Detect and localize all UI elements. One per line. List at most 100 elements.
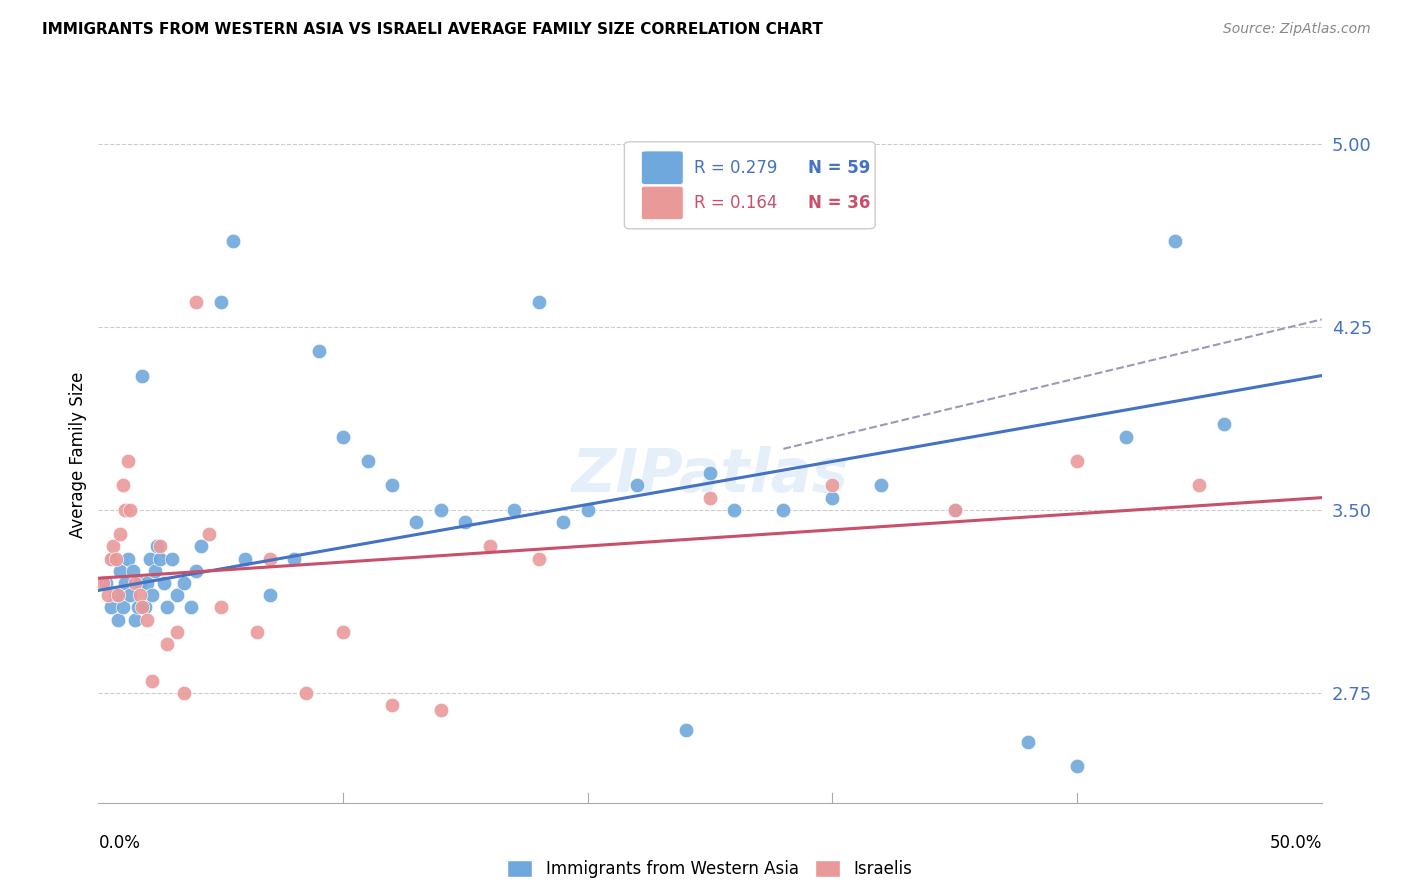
- Point: [107, 588, 129, 602]
- Point: [104, 551, 127, 566]
- Point: [100, 551, 122, 566]
- Point: [527, 551, 550, 566]
- Point: [943, 503, 966, 517]
- Text: R = 0.164: R = 0.164: [695, 194, 778, 212]
- Point: [111, 478, 134, 492]
- Point: [381, 478, 404, 492]
- Point: [149, 540, 172, 554]
- Point: [222, 235, 245, 249]
- Point: [209, 295, 232, 310]
- Point: [209, 600, 232, 615]
- Point: [821, 478, 844, 492]
- Point: [173, 686, 195, 700]
- Point: [283, 551, 305, 566]
- Text: 50.0%: 50.0%: [1270, 834, 1322, 852]
- Point: [101, 551, 124, 566]
- Point: [120, 503, 142, 517]
- Point: [166, 588, 188, 602]
- Point: [129, 576, 152, 591]
- Point: [104, 588, 127, 602]
- Point: [180, 600, 202, 615]
- Point: [430, 703, 453, 717]
- Text: 0.0%: 0.0%: [98, 834, 141, 852]
- Point: [259, 588, 281, 602]
- Point: [553, 515, 575, 529]
- Point: [141, 588, 163, 602]
- Point: [576, 503, 599, 517]
- Point: [143, 564, 166, 578]
- Point: [117, 454, 139, 468]
- Text: N = 36: N = 36: [808, 194, 870, 212]
- Text: R = 0.279: R = 0.279: [695, 159, 778, 177]
- Point: [127, 600, 149, 615]
- Point: [160, 551, 183, 566]
- Point: [821, 491, 844, 505]
- Point: [699, 467, 721, 481]
- Point: [153, 576, 176, 591]
- Point: [110, 564, 132, 578]
- Point: [124, 613, 146, 627]
- Point: [111, 600, 134, 615]
- Point: [430, 503, 453, 517]
- Point: [166, 624, 188, 639]
- Point: [197, 527, 219, 541]
- Point: [699, 491, 721, 505]
- Y-axis label: Average Family Size: Average Family Size: [69, 372, 87, 538]
- Point: [91, 576, 114, 591]
- Point: [1212, 417, 1234, 432]
- Point: [156, 637, 179, 651]
- Point: [173, 576, 195, 591]
- Point: [107, 613, 129, 627]
- Point: [129, 588, 152, 602]
- Point: [94, 576, 117, 591]
- Point: [1164, 235, 1187, 249]
- Point: [190, 540, 212, 554]
- Point: [332, 624, 354, 639]
- Point: [246, 624, 269, 639]
- Point: [117, 551, 139, 566]
- Point: [308, 344, 330, 359]
- Point: [405, 515, 427, 529]
- Point: [772, 503, 794, 517]
- Point: [503, 503, 526, 517]
- Point: [527, 295, 550, 310]
- Point: [156, 600, 179, 615]
- Point: [141, 673, 163, 688]
- Point: [136, 576, 159, 591]
- Legend: Immigrants from Western Asia, Israelis: Immigrants from Western Asia, Israelis: [501, 854, 920, 885]
- Point: [259, 551, 281, 566]
- Point: [131, 600, 153, 615]
- Point: [114, 503, 136, 517]
- Point: [870, 478, 893, 492]
- Point: [295, 686, 318, 700]
- Point: [136, 613, 159, 627]
- Point: [121, 564, 143, 578]
- Point: [1017, 735, 1039, 749]
- Point: [110, 527, 132, 541]
- Point: [186, 564, 208, 578]
- Point: [454, 515, 477, 529]
- Point: [1115, 429, 1137, 443]
- Point: [146, 540, 169, 554]
- Point: [1188, 478, 1211, 492]
- FancyBboxPatch shape: [624, 142, 875, 229]
- Point: [381, 698, 404, 713]
- Point: [97, 588, 120, 602]
- Point: [1066, 454, 1088, 468]
- Point: [943, 503, 966, 517]
- Point: [124, 576, 146, 591]
- Point: [332, 429, 354, 443]
- Point: [149, 551, 172, 566]
- Text: ZIPatlas: ZIPatlas: [571, 446, 849, 505]
- Point: [114, 576, 136, 591]
- Point: [186, 295, 208, 310]
- FancyBboxPatch shape: [641, 151, 683, 185]
- Point: [131, 368, 153, 383]
- Text: N = 59: N = 59: [808, 159, 870, 177]
- Point: [675, 723, 697, 737]
- FancyBboxPatch shape: [641, 186, 683, 219]
- Point: [626, 478, 648, 492]
- Point: [100, 600, 122, 615]
- Text: Source: ZipAtlas.com: Source: ZipAtlas.com: [1223, 22, 1371, 37]
- Point: [139, 551, 162, 566]
